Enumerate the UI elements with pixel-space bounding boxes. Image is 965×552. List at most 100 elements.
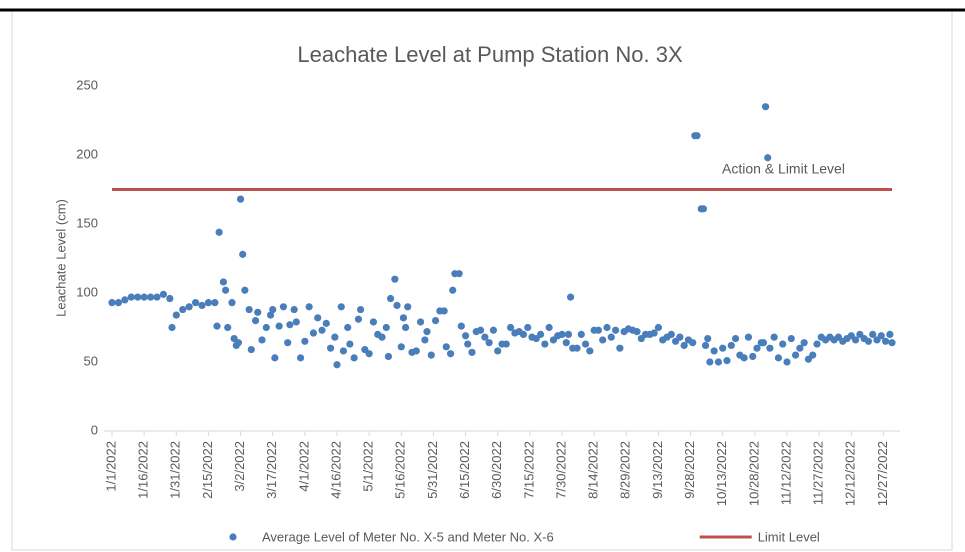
data-point	[168, 323, 176, 332]
data-point	[800, 339, 808, 347]
data-point	[262, 323, 270, 332]
y-axis-title: Leachate Level (cm)	[53, 199, 68, 317]
data-point	[393, 301, 401, 310]
legend-label: Average Level of Meter No. X-5 and Meter…	[262, 529, 554, 544]
data-point	[239, 250, 247, 258]
x-tick-label: 2/15/2022	[200, 441, 215, 499]
data-point	[888, 339, 896, 347]
x-tick-label: 6/15/2022	[457, 441, 472, 499]
data-point	[221, 286, 230, 294]
data-point	[228, 299, 236, 307]
data-point	[699, 205, 708, 213]
data-point	[318, 326, 326, 334]
data-point	[455, 270, 463, 278]
data-point	[770, 333, 778, 341]
data-point	[275, 322, 283, 330]
data-point	[541, 340, 549, 348]
data-point	[322, 319, 330, 327]
data-point	[603, 323, 611, 332]
data-point	[783, 358, 791, 366]
data-point	[421, 336, 429, 344]
data-point	[489, 326, 498, 334]
data-point	[269, 305, 277, 314]
data-point	[211, 299, 219, 307]
data-point	[431, 317, 440, 325]
data-point	[524, 323, 532, 332]
data-point	[485, 339, 493, 347]
data-point	[350, 354, 358, 362]
chart-title: Leachate Level at Pump Station No. 3X	[297, 42, 683, 67]
x-tick-label: 12/12/2022	[843, 441, 858, 506]
data-point	[404, 303, 412, 311]
data-point	[759, 339, 768, 347]
data-point	[127, 293, 135, 301]
data-point	[667, 330, 675, 338]
data-point	[172, 311, 180, 319]
x-tick-label: 5/16/2022	[393, 441, 408, 499]
data-point	[558, 330, 566, 338]
data-point	[813, 340, 821, 348]
data-point	[519, 330, 528, 338]
data-point	[369, 318, 378, 326]
data-point	[382, 323, 390, 332]
data-point	[121, 296, 129, 304]
data-point	[215, 228, 223, 236]
data-point	[594, 326, 603, 334]
data-point	[354, 315, 363, 323]
data-point	[877, 332, 885, 340]
x-tick-label: 5/31/2022	[425, 441, 440, 499]
data-point	[134, 293, 142, 301]
data-point	[611, 326, 620, 334]
data-point	[731, 334, 740, 343]
data-point	[365, 350, 373, 358]
data-point	[764, 154, 772, 162]
x-tick-label: 8/29/2022	[618, 441, 633, 499]
data-point	[159, 290, 168, 298]
data-point	[774, 354, 783, 362]
data-point	[254, 308, 262, 316]
data-point	[198, 301, 206, 310]
data-point	[397, 343, 405, 351]
data-point	[301, 337, 309, 345]
data-point	[331, 333, 339, 341]
data-point	[185, 303, 193, 311]
data-point	[693, 132, 701, 140]
data-point	[251, 317, 260, 325]
data-point	[457, 322, 465, 330]
data-point	[224, 323, 232, 332]
data-point	[346, 340, 354, 348]
data-point	[416, 318, 425, 326]
data-point	[258, 336, 266, 344]
data-point	[305, 303, 313, 311]
data-point	[719, 344, 727, 352]
data-point	[723, 357, 731, 365]
data-point	[309, 329, 318, 337]
data-point	[204, 299, 213, 307]
legend-label: Limit Level	[758, 529, 820, 544]
data-point	[654, 323, 663, 332]
data-point	[851, 336, 860, 344]
y-tick-label: 200	[76, 146, 98, 161]
x-tick-label: 7/15/2022	[521, 441, 536, 499]
data-point	[753, 344, 761, 352]
data-point	[191, 299, 200, 307]
data-point	[506, 323, 515, 332]
data-point	[714, 358, 723, 366]
data-point	[286, 321, 294, 329]
data-point	[494, 347, 502, 355]
annotation: Action & Limit Level	[722, 161, 845, 177]
data-point	[740, 354, 748, 362]
data-point	[213, 322, 221, 330]
data-point	[449, 286, 457, 294]
x-tick-label: 1/16/2022	[136, 441, 151, 499]
data-point	[290, 305, 298, 314]
data-point	[464, 340, 472, 348]
data-point	[339, 347, 348, 355]
x-tick-label: 1/1/2022	[103, 441, 118, 492]
x-tick-label: 7/30/2022	[553, 441, 568, 499]
y-tick-label: 0	[91, 422, 98, 437]
data-point	[704, 334, 712, 343]
data-point	[545, 323, 553, 332]
x-tick-label: 3/17/2022	[264, 441, 279, 499]
data-point	[247, 345, 255, 354]
